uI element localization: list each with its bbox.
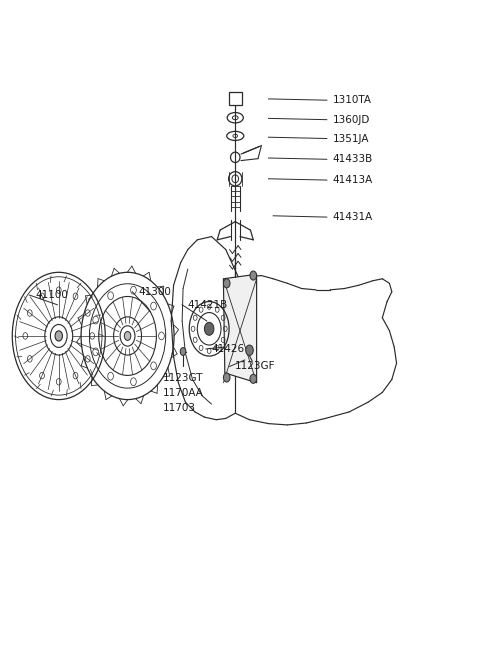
Circle shape [246,345,253,356]
Polygon shape [223,274,257,383]
Text: 41431A: 41431A [333,212,373,222]
Text: 41433B: 41433B [333,155,373,164]
Text: 1310TA: 1310TA [333,95,372,105]
Text: 41300: 41300 [138,287,171,297]
Text: 41421B: 41421B [188,300,228,310]
Text: 41413A: 41413A [333,175,373,185]
Circle shape [223,279,230,288]
Circle shape [124,331,131,341]
Circle shape [55,331,62,341]
Text: 1360JD: 1360JD [333,115,370,124]
Circle shape [204,322,214,335]
Text: 1123GF: 1123GF [235,362,276,371]
Circle shape [250,374,257,383]
Text: 1123GT: 1123GT [163,373,203,383]
Circle shape [180,348,186,356]
Text: 1351JA: 1351JA [333,134,369,143]
Circle shape [223,373,230,382]
Text: 11703: 11703 [163,403,196,413]
Text: 41100: 41100 [35,290,68,300]
Text: 1170AA: 1170AA [163,388,204,398]
Circle shape [250,271,257,280]
FancyBboxPatch shape [228,92,242,105]
Text: 41426: 41426 [212,344,245,354]
